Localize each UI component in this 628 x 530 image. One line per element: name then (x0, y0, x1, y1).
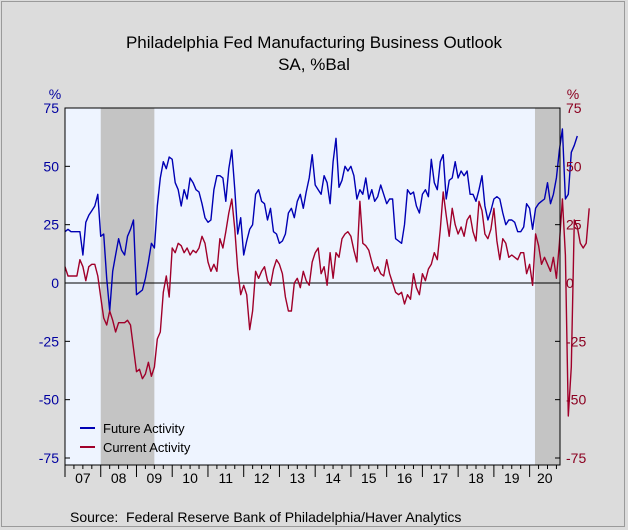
x-tick-label: 20 (537, 470, 553, 486)
y-tick-label-right: -75 (566, 450, 586, 466)
y-tick-label-left: 0 (51, 275, 59, 291)
y-tick-label-right: -50 (566, 392, 586, 408)
y-tick-label-left: -25 (39, 333, 59, 349)
x-tick-label: 08 (111, 470, 127, 486)
y-tick-label-left: 50 (43, 158, 59, 174)
x-tick-label: 14 (325, 470, 341, 486)
y-tick-label-left: -75 (39, 450, 59, 466)
x-tick-label: 09 (147, 470, 163, 486)
recession-band-1 (100, 108, 155, 465)
y-tick-label-right: 25 (566, 217, 582, 233)
x-tick-label: 15 (361, 470, 377, 486)
source-label: Source: (70, 509, 119, 525)
y-tick-label-right: -25 (566, 333, 586, 349)
x-tick-label: 10 (182, 470, 198, 486)
y-tick-label-right: 0 (566, 275, 574, 291)
chart-title: Philadelphia Fed Manufacturing Business … (125, 33, 503, 52)
y-tick-label-left: 75 (43, 100, 59, 116)
legend-label-future: Future Activity (103, 421, 185, 436)
plot-border (64, 107, 561, 466)
series-line-future (64, 128, 578, 312)
y-tick-label-right: 50 (566, 158, 582, 174)
x-tick-label: 16 (397, 470, 413, 486)
recession-band-2 (534, 108, 560, 465)
right-axis-unit: % (567, 86, 579, 102)
left-axis-unit: % (49, 86, 61, 102)
x-tick-label: 11 (219, 470, 234, 486)
y-tick-label-right: 75 (566, 100, 582, 116)
x-tick-label: 07 (75, 470, 91, 486)
x-tick-label: 17 (432, 470, 448, 486)
y-tick-label-left: 25 (43, 217, 59, 233)
legend-label-current: Current Activity (103, 440, 191, 455)
x-tick-label: 13 (290, 470, 306, 486)
y-tick-label-left: -50 (39, 392, 59, 408)
chart-subtitle: SA, %Bal (278, 55, 350, 74)
series-line-current (64, 191, 590, 417)
x-tick-label: 12 (254, 470, 270, 486)
x-tick-label: 19 (504, 470, 520, 486)
x-tick-label: 18 (468, 470, 484, 486)
source-note: Source: Federal Reserve Bank of Philadel… (70, 509, 461, 525)
source-text: Federal Reserve Bank of Philadelphia/Hav… (126, 509, 462, 525)
